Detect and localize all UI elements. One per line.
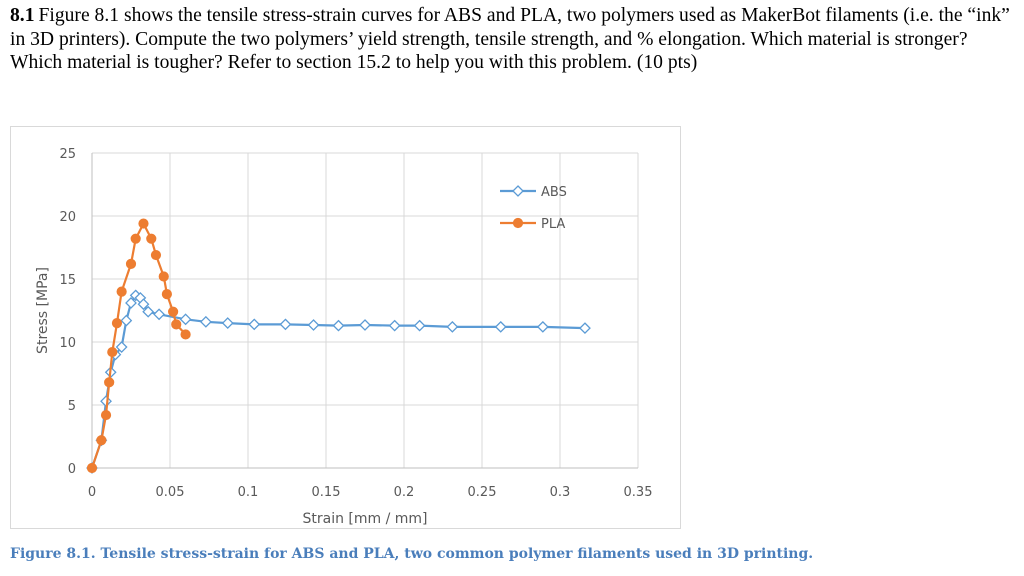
x-tick-label: 0.05 — [156, 485, 185, 500]
pla-data-point — [111, 318, 123, 329]
abs-data-point — [115, 341, 128, 353]
abs-data-point — [179, 313, 192, 326]
pla-data-point — [161, 289, 172, 300]
legend-abs-marker — [512, 185, 524, 197]
x-tick-label: 0 — [88, 485, 96, 500]
y-axis-title: Stress [MPa] — [35, 267, 51, 354]
abs-data-point — [221, 317, 234, 330]
y-tick-label: 0 — [68, 462, 76, 477]
chart-area: 0 0.05 0.1 0.15 0.2 0.25 0.3 0.35 0 5 10 15 20 25 Stra… — [10, 126, 681, 529]
pla-data-point — [107, 346, 118, 358]
pla-data-point — [171, 319, 182, 330]
abs-data-point — [248, 318, 261, 331]
x-tick-label: 0.25 — [468, 485, 497, 500]
pla-data-point — [86, 462, 98, 474]
abs-data-point — [579, 322, 591, 335]
abs-data-point — [137, 298, 150, 311]
figure-caption: Figure 8.1. Tensile stress-strain for AB… — [10, 546, 814, 562]
pla-data-point — [158, 271, 169, 282]
pla-data-point — [168, 306, 179, 317]
pla-data-point — [146, 233, 157, 244]
legend-abs-label: ABS — [541, 185, 567, 200]
pla-data-point — [130, 233, 141, 244]
pla-data-point — [150, 249, 162, 261]
problem-number: 8.1 — [10, 5, 35, 26]
abs-data-point — [153, 308, 165, 321]
pla-data-point — [96, 435, 107, 446]
abs-data-point — [388, 319, 401, 332]
legend-pla-label: PLA — [541, 217, 565, 232]
x-tick-label: 0.1 — [238, 485, 259, 500]
problem-statement: 8.1 Figure 8.1 shows the tensile stress-s… — [10, 4, 1015, 75]
x-tick-label: 0.2 — [394, 485, 415, 500]
pla-data-point — [116, 286, 127, 297]
y-tick-label: 5 — [68, 399, 76, 414]
problem-text: Figure 8.1 shows the tensile stress-stra… — [10, 5, 1010, 73]
abs-data-point — [359, 319, 371, 331]
abs-data-point — [199, 315, 212, 328]
y-tick-label: 10 — [59, 336, 76, 351]
abs-data-point — [446, 320, 459, 333]
abs-data-point — [413, 319, 426, 332]
abs-data-point — [125, 297, 137, 309]
x-tick-label: 0.3 — [550, 485, 571, 500]
abs-data-point — [142, 305, 155, 318]
x-tick-label: 0.35 — [624, 485, 653, 500]
abs-data-point — [494, 320, 507, 333]
x-axis-title: Strain [mm / mm] — [302, 511, 427, 527]
abs-data-point — [120, 314, 133, 327]
y-tick-label: 20 — [59, 210, 76, 225]
y-tick-label: 15 — [59, 273, 76, 288]
pla-data-point — [100, 409, 112, 421]
abs-data-point — [536, 320, 549, 333]
pla-data-point — [125, 258, 137, 269]
abs-data-point — [279, 318, 292, 331]
abs-data-point — [307, 319, 320, 331]
pla-data-point — [180, 329, 191, 340]
abs-data-point — [332, 319, 345, 332]
x-tick-label: 0.15 — [312, 485, 341, 500]
pla-data-point — [138, 218, 149, 229]
y-tick-label: 25 — [59, 147, 76, 162]
pla-series-line — [90, 222, 187, 469]
stress-strain-chart: 0 0.05 0.1 0.15 0.2 0.25 0.3 0.35 0 5 10 15 20 25 Stra… — [35, 147, 653, 527]
pla-data-point — [104, 377, 115, 388]
legend-pla-marker — [512, 217, 524, 229]
